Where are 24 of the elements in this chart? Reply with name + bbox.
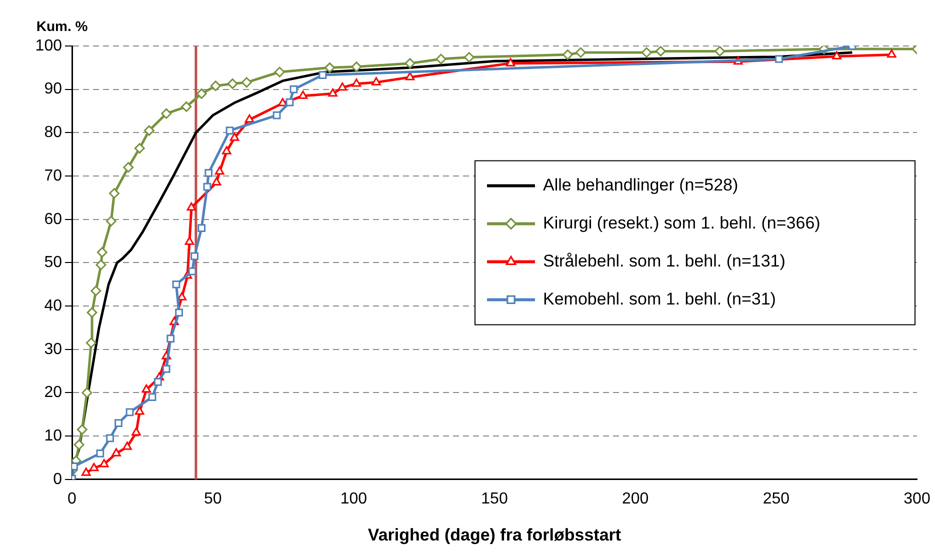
- y-tick-label: 30: [44, 340, 62, 358]
- x-tick-label: 200: [622, 490, 649, 508]
- y-tick-label: 10: [44, 427, 62, 444]
- x-axis-title: Varighed (dage) fra forløbsstart: [368, 525, 622, 544]
- y-tick-label: 60: [44, 210, 62, 228]
- y-tick-label: 90: [44, 80, 62, 98]
- y-tick-label: 100: [35, 37, 62, 54]
- y-tick-label: 70: [44, 167, 62, 184]
- x-tick-label: 50: [204, 490, 222, 508]
- y-tick-label: 40: [44, 297, 62, 314]
- legend-label: Alle behandlinger (n=528): [543, 175, 738, 194]
- x-tick-label: 0: [68, 490, 77, 508]
- y-axis-title: Kum. %: [36, 18, 88, 34]
- x-tick-label: 250: [762, 490, 790, 508]
- y-tick-label: 50: [44, 254, 62, 272]
- x-tick-label: 100: [340, 490, 368, 508]
- x-tick-label: 150: [481, 490, 508, 508]
- legend-label: Kirurgi (resekt.) som 1. behl. (n=366): [543, 213, 820, 232]
- y-tick-label: 20: [44, 384, 62, 402]
- y-tick-label: 80: [44, 124, 62, 142]
- legend-label: Kemobehl. som 1. behl. (n=31): [543, 289, 776, 308]
- legend-label: Strålebehl. som 1. behl. (n=131): [543, 251, 786, 270]
- y-tick-label: 0: [53, 470, 62, 488]
- x-tick-label: 300: [904, 490, 930, 508]
